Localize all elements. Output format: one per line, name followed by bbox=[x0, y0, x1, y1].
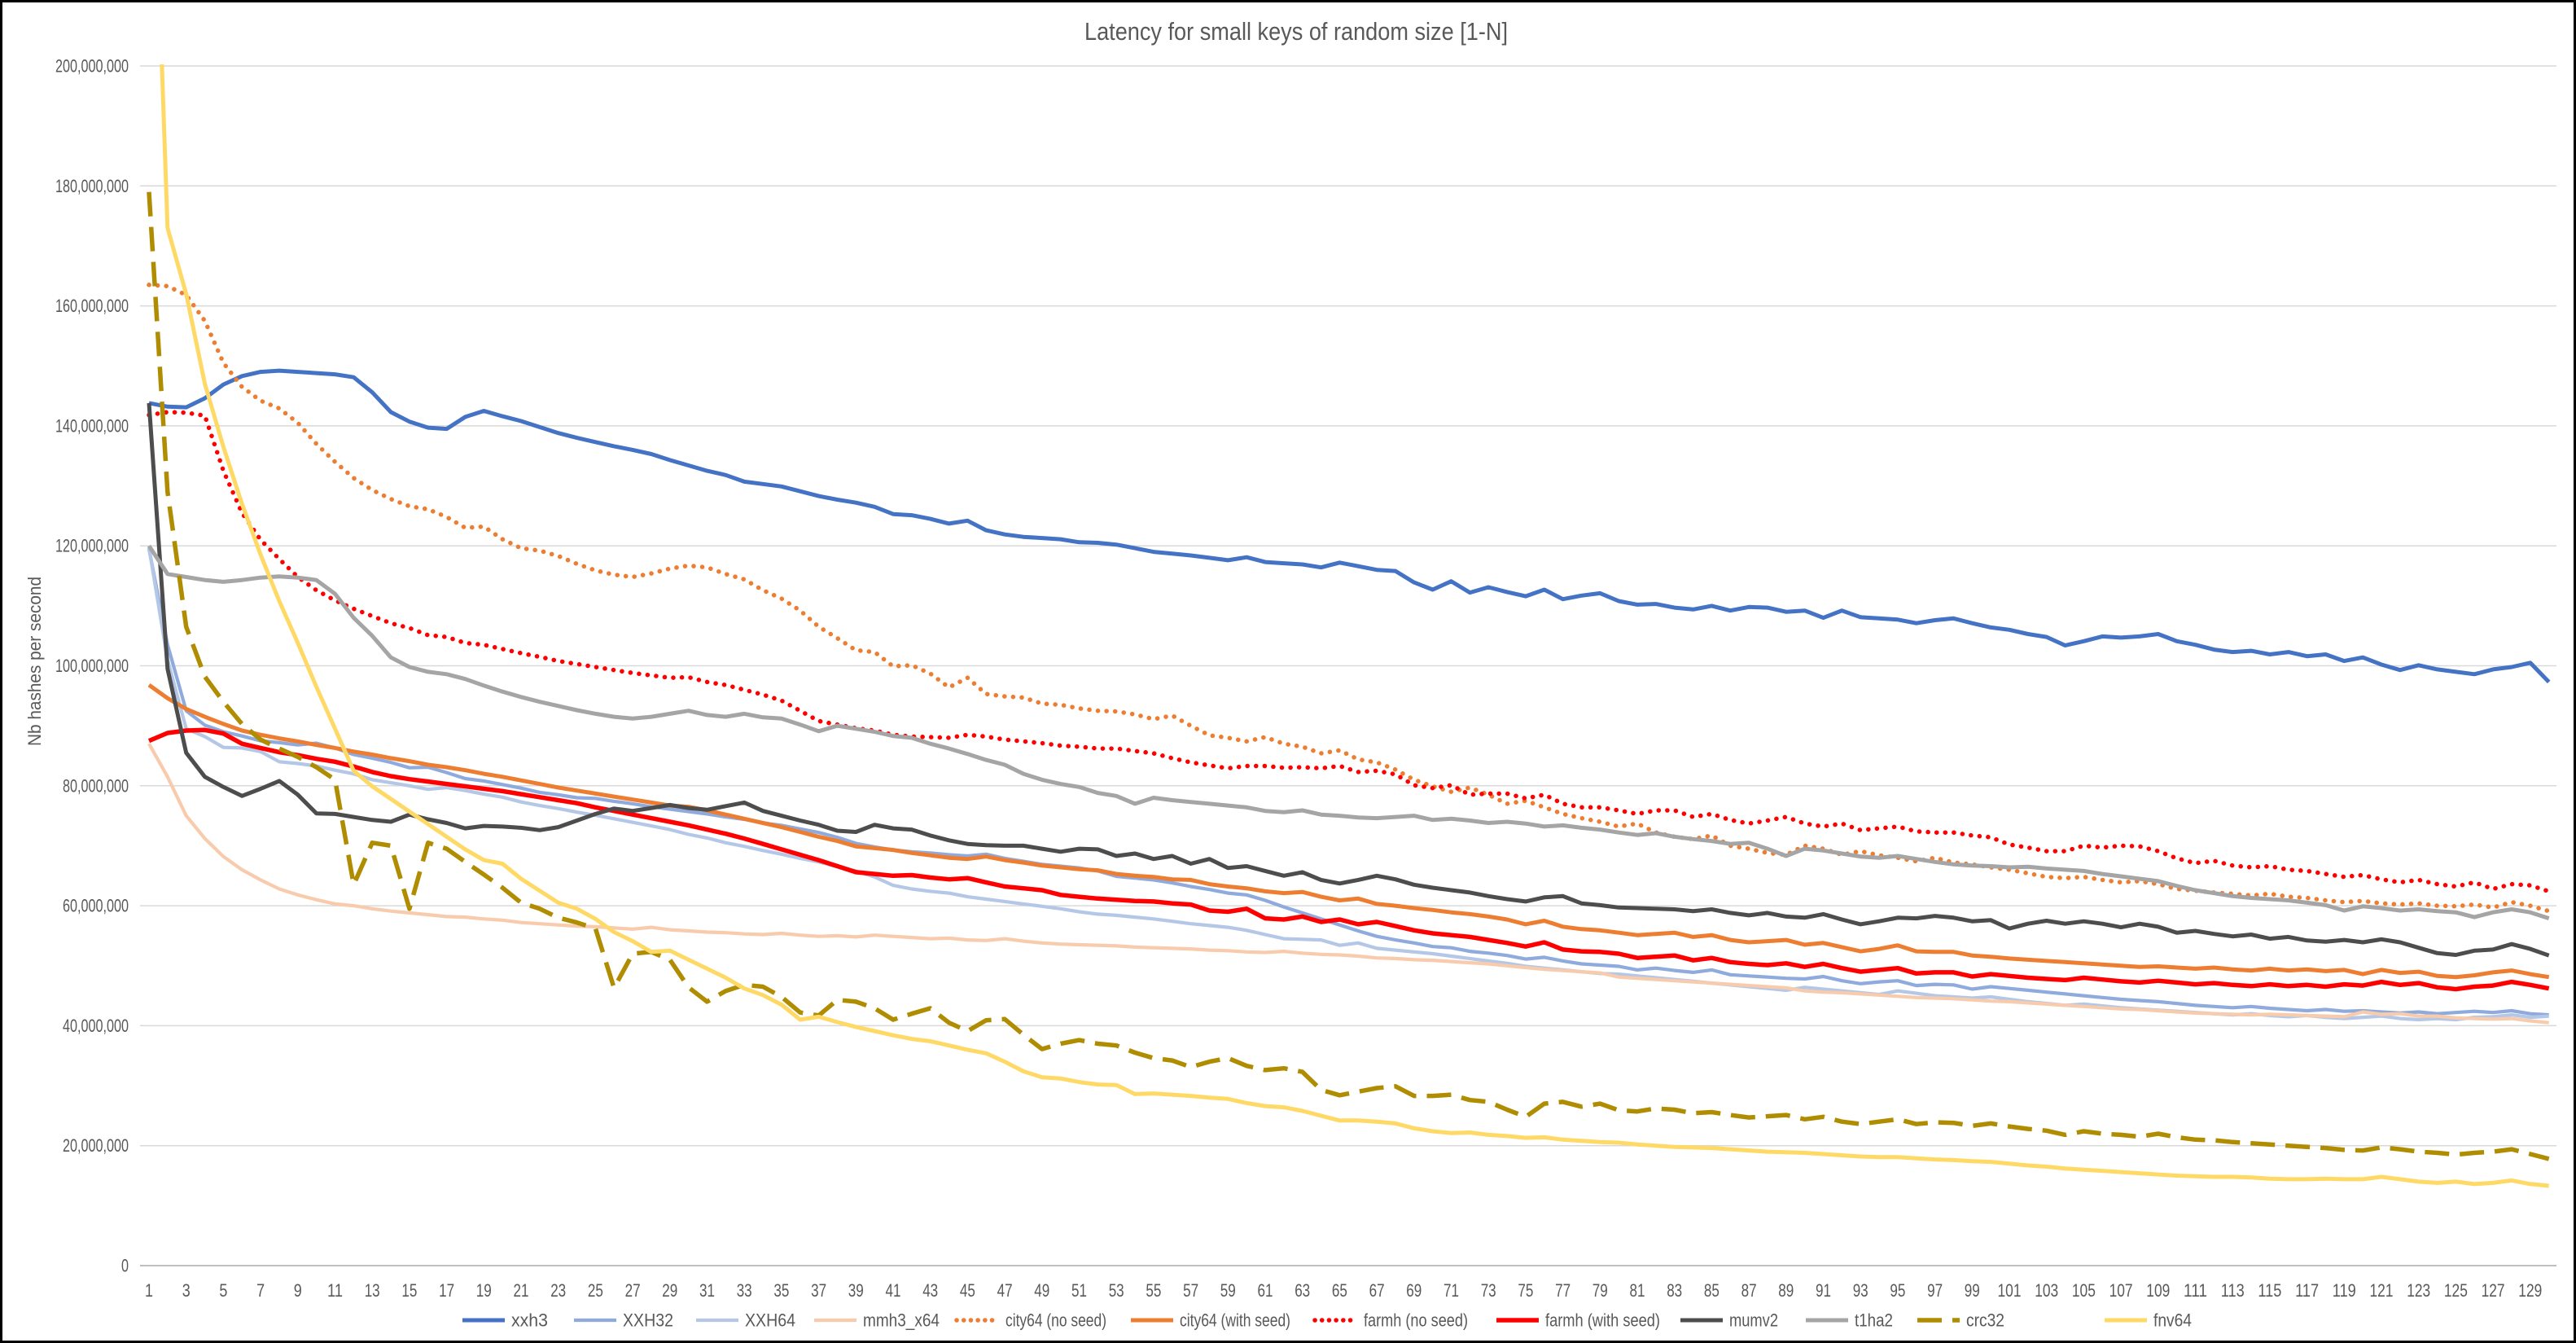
svg-text:115: 115 bbox=[2258, 1280, 2281, 1301]
svg-text:180,000,000: 180,000,000 bbox=[55, 176, 129, 196]
svg-text:33: 33 bbox=[737, 1280, 752, 1301]
svg-text:80,000,000: 80,000,000 bbox=[63, 775, 129, 796]
svg-text:crc32: crc32 bbox=[1966, 1310, 2004, 1331]
svg-text:farmh (no seed): farmh (no seed) bbox=[1364, 1310, 1468, 1331]
svg-text:97: 97 bbox=[1927, 1280, 1943, 1301]
svg-text:19: 19 bbox=[476, 1280, 492, 1301]
svg-text:65: 65 bbox=[1332, 1280, 1347, 1301]
svg-text:47: 47 bbox=[997, 1280, 1013, 1301]
svg-text:113: 113 bbox=[2221, 1280, 2245, 1301]
svg-text:69: 69 bbox=[1406, 1280, 1422, 1301]
svg-text:1: 1 bbox=[145, 1280, 153, 1301]
svg-text:140,000,000: 140,000,000 bbox=[55, 415, 129, 436]
svg-text:87: 87 bbox=[1741, 1280, 1757, 1301]
svg-text:20,000,000: 20,000,000 bbox=[63, 1135, 129, 1156]
svg-text:55: 55 bbox=[1146, 1280, 1161, 1301]
svg-text:45: 45 bbox=[960, 1280, 975, 1301]
svg-text:81: 81 bbox=[1630, 1280, 1645, 1301]
svg-text:73: 73 bbox=[1481, 1280, 1496, 1301]
svg-text:Nb hashes per second: Nb hashes per second bbox=[24, 577, 45, 746]
svg-text:107: 107 bbox=[2109, 1280, 2133, 1301]
svg-text:7: 7 bbox=[256, 1280, 265, 1301]
svg-text:127: 127 bbox=[2482, 1280, 2505, 1301]
svg-text:79: 79 bbox=[1592, 1280, 1608, 1301]
svg-text:95: 95 bbox=[1890, 1280, 1905, 1301]
svg-text:91: 91 bbox=[1816, 1280, 1831, 1301]
svg-text:21: 21 bbox=[514, 1280, 529, 1301]
svg-text:77: 77 bbox=[1555, 1280, 1571, 1301]
svg-text:XXH64: XXH64 bbox=[745, 1310, 795, 1331]
svg-text:160,000,000: 160,000,000 bbox=[55, 296, 129, 316]
svg-text:35: 35 bbox=[773, 1280, 789, 1301]
svg-text:123: 123 bbox=[2407, 1280, 2430, 1301]
svg-text:farmh (with seed): farmh (with seed) bbox=[1545, 1310, 1660, 1331]
svg-text:101: 101 bbox=[1998, 1280, 2022, 1301]
svg-text:129: 129 bbox=[2518, 1280, 2542, 1301]
svg-text:43: 43 bbox=[922, 1280, 938, 1301]
svg-text:57: 57 bbox=[1183, 1280, 1198, 1301]
svg-text:63: 63 bbox=[1295, 1280, 1310, 1301]
svg-text:119: 119 bbox=[2333, 1280, 2356, 1301]
svg-text:xxh3: xxh3 bbox=[511, 1310, 548, 1331]
svg-text:103: 103 bbox=[2035, 1280, 2058, 1301]
svg-text:0: 0 bbox=[121, 1256, 129, 1276]
svg-text:111: 111 bbox=[2184, 1280, 2207, 1301]
svg-text:67: 67 bbox=[1369, 1280, 1385, 1301]
svg-text:15: 15 bbox=[401, 1280, 417, 1301]
svg-text:100,000,000: 100,000,000 bbox=[55, 656, 129, 676]
svg-text:13: 13 bbox=[365, 1280, 380, 1301]
svg-text:71: 71 bbox=[1444, 1280, 1459, 1301]
svg-text:mumv2: mumv2 bbox=[1729, 1310, 1778, 1331]
svg-text:XXH32: XXH32 bbox=[623, 1310, 673, 1331]
svg-text:17: 17 bbox=[439, 1280, 454, 1301]
svg-text:40,000,000: 40,000,000 bbox=[63, 1016, 129, 1036]
svg-text:49: 49 bbox=[1034, 1280, 1049, 1301]
svg-text:Latency for small keys of rand: Latency for small keys of random size [1… bbox=[1084, 17, 1508, 46]
svg-text:41: 41 bbox=[886, 1280, 901, 1301]
svg-text:200,000,000: 200,000,000 bbox=[55, 56, 129, 77]
svg-text:9: 9 bbox=[294, 1280, 302, 1301]
svg-text:105: 105 bbox=[2072, 1280, 2096, 1301]
svg-text:t1ha2: t1ha2 bbox=[1855, 1310, 1893, 1331]
svg-text:117: 117 bbox=[2295, 1280, 2319, 1301]
svg-text:31: 31 bbox=[699, 1280, 715, 1301]
svg-text:61: 61 bbox=[1258, 1280, 1273, 1301]
svg-text:125: 125 bbox=[2444, 1280, 2468, 1301]
svg-text:83: 83 bbox=[1667, 1280, 1682, 1301]
svg-text:109: 109 bbox=[2146, 1280, 2170, 1301]
svg-text:29: 29 bbox=[662, 1280, 677, 1301]
svg-text:51: 51 bbox=[1071, 1280, 1087, 1301]
svg-text:75: 75 bbox=[1518, 1280, 1533, 1301]
svg-text:60,000,000: 60,000,000 bbox=[63, 896, 129, 916]
svg-text:5: 5 bbox=[219, 1280, 227, 1301]
svg-text:85: 85 bbox=[1704, 1280, 1720, 1301]
svg-text:89: 89 bbox=[1778, 1280, 1794, 1301]
svg-text:39: 39 bbox=[848, 1280, 864, 1301]
svg-text:59: 59 bbox=[1220, 1280, 1236, 1301]
svg-text:93: 93 bbox=[1853, 1280, 1868, 1301]
svg-text:fnv64: fnv64 bbox=[2153, 1310, 2192, 1331]
svg-text:99: 99 bbox=[1965, 1280, 1980, 1301]
svg-text:53: 53 bbox=[1109, 1280, 1124, 1301]
svg-text:city64 (no seed): city64 (no seed) bbox=[1005, 1310, 1106, 1331]
svg-text:37: 37 bbox=[811, 1280, 826, 1301]
svg-text:11: 11 bbox=[327, 1280, 343, 1301]
svg-text:120,000,000: 120,000,000 bbox=[55, 536, 129, 556]
svg-text:25: 25 bbox=[588, 1280, 603, 1301]
svg-text:23: 23 bbox=[550, 1280, 566, 1301]
svg-text:city64 (with seed): city64 (with seed) bbox=[1180, 1310, 1290, 1331]
svg-text:mmh3_x64: mmh3_x64 bbox=[863, 1310, 940, 1331]
svg-text:121: 121 bbox=[2370, 1280, 2394, 1301]
svg-text:3: 3 bbox=[182, 1280, 191, 1301]
svg-text:27: 27 bbox=[625, 1280, 641, 1301]
